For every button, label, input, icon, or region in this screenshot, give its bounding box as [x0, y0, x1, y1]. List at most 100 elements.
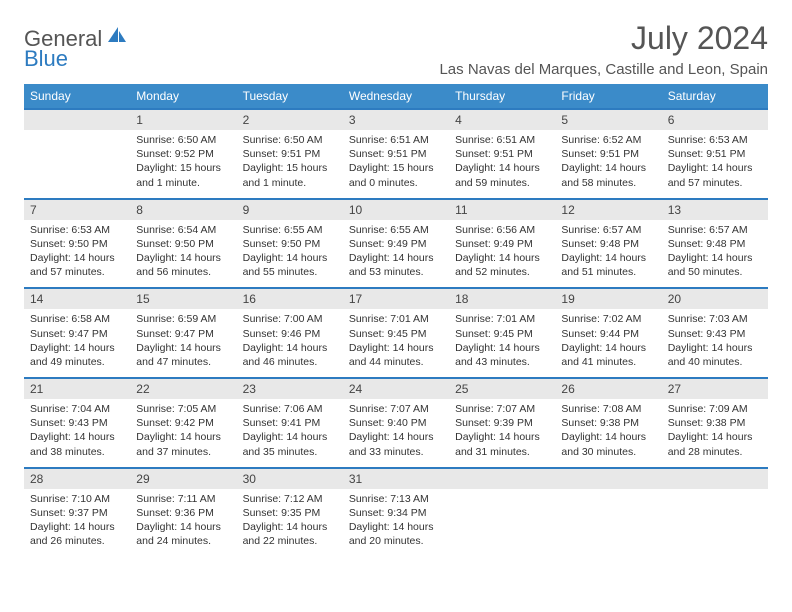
day-number-cell: 17	[343, 288, 449, 309]
sunrise-text: Sunrise: 7:02 AM	[561, 312, 655, 326]
daylight-text: and 22 minutes.	[243, 534, 337, 548]
day-number: 29	[136, 472, 149, 486]
day-number-cell: 23	[237, 378, 343, 399]
day-info-cell: Sunrise: 6:50 AMSunset: 9:51 PMDaylight:…	[237, 130, 343, 199]
daylight-text: and 35 minutes.	[243, 445, 337, 459]
sunset-text: Sunset: 9:51 PM	[561, 147, 655, 161]
sunrise-text: Sunrise: 7:05 AM	[136, 402, 230, 416]
info-row: Sunrise: 6:53 AMSunset: 9:50 PMDaylight:…	[24, 220, 768, 289]
daynum-row: 21222324252627	[24, 378, 768, 399]
daylight-text: Daylight: 14 hours	[30, 430, 124, 444]
day-number: 21	[30, 382, 43, 396]
day-info-cell: Sunrise: 7:01 AMSunset: 9:45 PMDaylight:…	[343, 309, 449, 378]
day-number-cell: 18	[449, 288, 555, 309]
daynum-row: 78910111213	[24, 199, 768, 220]
sunset-text: Sunset: 9:37 PM	[30, 506, 124, 520]
daylight-text: Daylight: 14 hours	[243, 341, 337, 355]
day-number-cell: 5	[555, 109, 661, 130]
day-number-cell: 8	[130, 199, 236, 220]
day-number-cell: 2	[237, 109, 343, 130]
sunrise-text: Sunrise: 6:53 AM	[30, 223, 124, 237]
weekday-header: Friday	[555, 84, 661, 109]
sunset-text: Sunset: 9:49 PM	[455, 237, 549, 251]
daylight-text: and 53 minutes.	[349, 265, 443, 279]
daylight-text: Daylight: 14 hours	[349, 430, 443, 444]
day-info-cell: Sunrise: 6:50 AMSunset: 9:52 PMDaylight:…	[130, 130, 236, 199]
day-info-cell: Sunrise: 7:10 AMSunset: 9:37 PMDaylight:…	[24, 489, 130, 557]
daylight-text: Daylight: 14 hours	[561, 251, 655, 265]
daylight-text: and 51 minutes.	[561, 265, 655, 279]
day-info-cell: Sunrise: 7:11 AMSunset: 9:36 PMDaylight:…	[130, 489, 236, 557]
day-info-cell	[662, 489, 768, 557]
calendar-table: Sunday Monday Tuesday Wednesday Thursday…	[24, 84, 768, 556]
sunset-text: Sunset: 9:35 PM	[243, 506, 337, 520]
day-number-cell	[24, 109, 130, 130]
day-info-cell: Sunrise: 7:04 AMSunset: 9:43 PMDaylight:…	[24, 399, 130, 468]
day-number: 11	[455, 203, 467, 217]
day-info-cell: Sunrise: 7:07 AMSunset: 9:39 PMDaylight:…	[449, 399, 555, 468]
day-number: 30	[243, 472, 256, 486]
day-info-cell: Sunrise: 6:58 AMSunset: 9:47 PMDaylight:…	[24, 309, 130, 378]
daylight-text: Daylight: 14 hours	[668, 430, 762, 444]
day-number-cell: 30	[237, 468, 343, 489]
sunrise-text: Sunrise: 6:51 AM	[349, 133, 443, 147]
weekday-header: Wednesday	[343, 84, 449, 109]
day-number: 12	[561, 203, 574, 217]
sunset-text: Sunset: 9:40 PM	[349, 416, 443, 430]
day-info-cell: Sunrise: 6:51 AMSunset: 9:51 PMDaylight:…	[449, 130, 555, 199]
day-number-cell: 10	[343, 199, 449, 220]
day-info-cell: Sunrise: 7:03 AMSunset: 9:43 PMDaylight:…	[662, 309, 768, 378]
daylight-text: Daylight: 14 hours	[668, 161, 762, 175]
sunrise-text: Sunrise: 7:00 AM	[243, 312, 337, 326]
daylight-text: Daylight: 14 hours	[349, 520, 443, 534]
daylight-text: and 49 minutes.	[30, 355, 124, 369]
day-number-cell: 29	[130, 468, 236, 489]
day-number-cell: 13	[662, 199, 768, 220]
day-number: 22	[136, 382, 149, 396]
sunset-text: Sunset: 9:34 PM	[349, 506, 443, 520]
day-number-cell: 20	[662, 288, 768, 309]
day-number: 17	[349, 292, 362, 306]
daynum-row: 123456	[24, 109, 768, 130]
weekday-header: Sunday	[24, 84, 130, 109]
day-number: 19	[561, 292, 574, 306]
sunrise-text: Sunrise: 6:57 AM	[561, 223, 655, 237]
day-info-cell	[449, 489, 555, 557]
daylight-text: Daylight: 14 hours	[561, 161, 655, 175]
daylight-text: and 40 minutes.	[668, 355, 762, 369]
header: General July 2024 Las Navas del Marques,…	[24, 20, 768, 78]
daylight-text: and 37 minutes.	[136, 445, 230, 459]
sunrise-text: Sunrise: 6:51 AM	[455, 133, 549, 147]
daylight-text: and 55 minutes.	[243, 265, 337, 279]
sunset-text: Sunset: 9:50 PM	[30, 237, 124, 251]
weekday-header: Tuesday	[237, 84, 343, 109]
day-number-cell: 31	[343, 468, 449, 489]
logo-text-2-wrap: Blue	[24, 46, 68, 72]
info-row: Sunrise: 6:50 AMSunset: 9:52 PMDaylight:…	[24, 130, 768, 199]
day-info-cell: Sunrise: 6:55 AMSunset: 9:50 PMDaylight:…	[237, 220, 343, 289]
day-info-cell: Sunrise: 6:57 AMSunset: 9:48 PMDaylight:…	[662, 220, 768, 289]
day-info-cell: Sunrise: 6:54 AMSunset: 9:50 PMDaylight:…	[130, 220, 236, 289]
day-number-cell	[449, 468, 555, 489]
day-info-cell: Sunrise: 7:00 AMSunset: 9:46 PMDaylight:…	[237, 309, 343, 378]
daylight-text: and 47 minutes.	[136, 355, 230, 369]
daylight-text: Daylight: 14 hours	[136, 251, 230, 265]
sunset-text: Sunset: 9:47 PM	[136, 327, 230, 341]
day-number-cell: 26	[555, 378, 661, 399]
sunset-text: Sunset: 9:36 PM	[136, 506, 230, 520]
daylight-text: and 1 minute.	[136, 176, 230, 190]
sunset-text: Sunset: 9:50 PM	[136, 237, 230, 251]
daylight-text: and 50 minutes.	[668, 265, 762, 279]
sunrise-text: Sunrise: 7:01 AM	[455, 312, 549, 326]
day-number: 6	[668, 113, 675, 127]
daylight-text: Daylight: 14 hours	[668, 341, 762, 355]
daylight-text: Daylight: 14 hours	[455, 341, 549, 355]
sunset-text: Sunset: 9:52 PM	[136, 147, 230, 161]
daylight-text: and 46 minutes.	[243, 355, 337, 369]
day-info-cell	[24, 130, 130, 199]
info-row: Sunrise: 7:04 AMSunset: 9:43 PMDaylight:…	[24, 399, 768, 468]
daylight-text: and 41 minutes.	[561, 355, 655, 369]
day-info-cell: Sunrise: 6:57 AMSunset: 9:48 PMDaylight:…	[555, 220, 661, 289]
sunset-text: Sunset: 9:43 PM	[30, 416, 124, 430]
day-number: 15	[136, 292, 149, 306]
